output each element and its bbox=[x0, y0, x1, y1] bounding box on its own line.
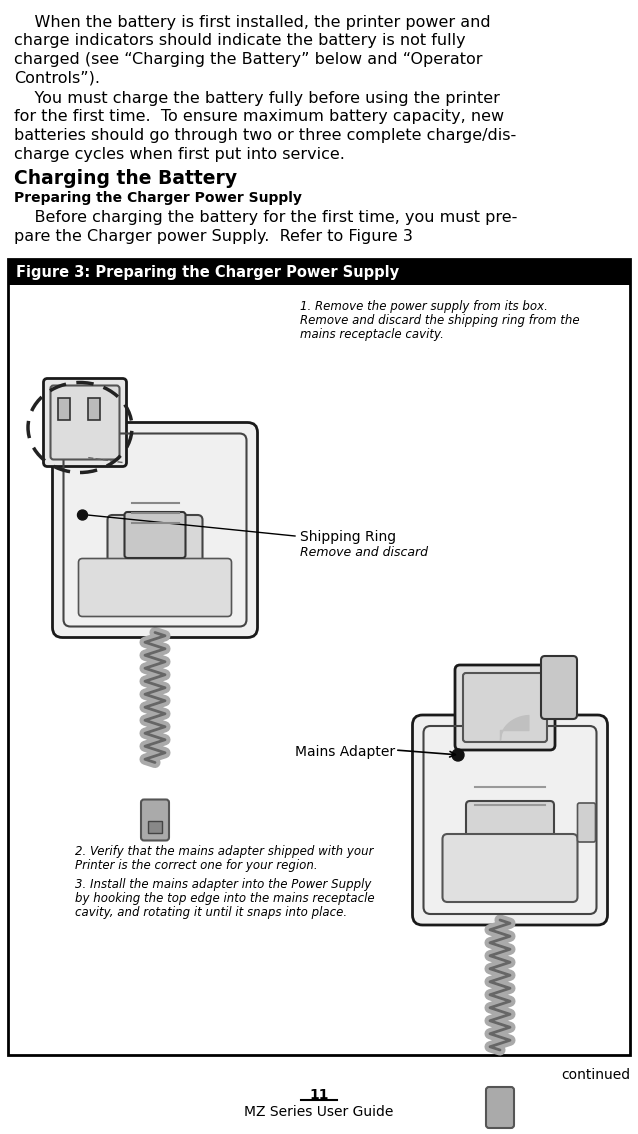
Text: When the battery is first installed, the printer power and: When the battery is first installed, the… bbox=[14, 15, 491, 29]
Text: Mains Adapter: Mains Adapter bbox=[295, 745, 395, 759]
FancyBboxPatch shape bbox=[50, 386, 119, 459]
FancyBboxPatch shape bbox=[463, 672, 547, 742]
Text: You must charge the battery fully before using the printer: You must charge the battery fully before… bbox=[14, 91, 500, 105]
Text: Preparing the Charger Power Supply: Preparing the Charger Power Supply bbox=[14, 191, 302, 205]
Text: Controls”).: Controls”). bbox=[14, 70, 100, 85]
Text: charge cycles when first put into service.: charge cycles when first put into servic… bbox=[14, 146, 345, 161]
Circle shape bbox=[77, 510, 87, 521]
Text: 3. Install the mains adapter into the Power Supply: 3. Install the mains adapter into the Po… bbox=[75, 878, 371, 891]
FancyBboxPatch shape bbox=[78, 559, 232, 617]
Text: Charging the Battery: Charging the Battery bbox=[14, 169, 237, 188]
FancyBboxPatch shape bbox=[43, 379, 126, 466]
Text: mains receptacle cavity.: mains receptacle cavity. bbox=[300, 328, 444, 341]
Circle shape bbox=[452, 748, 464, 761]
Text: charged (see “Charging the Battery” below and “Operator: charged (see “Charging the Battery” belo… bbox=[14, 52, 482, 67]
Text: by hooking the top edge into the mains receptacle: by hooking the top edge into the mains r… bbox=[75, 892, 375, 905]
FancyBboxPatch shape bbox=[124, 511, 186, 558]
Text: MZ Series User Guide: MZ Series User Guide bbox=[244, 1105, 394, 1119]
FancyBboxPatch shape bbox=[455, 665, 555, 750]
Text: 2. Verify that the mains adapter shipped with your: 2. Verify that the mains adapter shipped… bbox=[75, 845, 373, 858]
Text: Shipping Ring: Shipping Ring bbox=[300, 530, 396, 544]
FancyBboxPatch shape bbox=[141, 799, 169, 840]
Text: Printer is the correct one for your region.: Printer is the correct one for your regi… bbox=[75, 858, 318, 872]
FancyBboxPatch shape bbox=[107, 515, 202, 595]
Bar bbox=[148, 821, 162, 832]
Text: for the first time.  To ensure maximum battery capacity, new: for the first time. To ensure maximum ba… bbox=[14, 110, 504, 125]
FancyBboxPatch shape bbox=[541, 655, 577, 719]
Text: 1. Remove the power supply from its box.: 1. Remove the power supply from its box. bbox=[300, 301, 548, 313]
FancyBboxPatch shape bbox=[443, 833, 577, 902]
Text: Remove and discard: Remove and discard bbox=[300, 545, 428, 559]
FancyBboxPatch shape bbox=[52, 423, 258, 637]
Text: continued: continued bbox=[561, 1068, 630, 1082]
Bar bbox=[57, 398, 70, 420]
Text: Remove and discard the shipping ring from the: Remove and discard the shipping ring fro… bbox=[300, 314, 580, 327]
Bar bbox=[8, 259, 630, 1055]
Text: Before charging the battery for the first time, you must pre-: Before charging the battery for the firs… bbox=[14, 210, 517, 225]
Text: Figure 3: Preparing the Charger Power Supply: Figure 3: Preparing the Charger Power Su… bbox=[16, 265, 399, 280]
Text: charge indicators should indicate the battery is not fully: charge indicators should indicate the ba… bbox=[14, 34, 466, 49]
FancyBboxPatch shape bbox=[466, 801, 554, 869]
Text: cavity, and rotating it until it snaps into place.: cavity, and rotating it until it snaps i… bbox=[75, 906, 347, 919]
Text: pare the Charger power Supply.  Refer to Figure 3: pare the Charger power Supply. Refer to … bbox=[14, 228, 413, 244]
Text: 11: 11 bbox=[309, 1088, 329, 1102]
Text: batteries should go through two or three complete charge/dis-: batteries should go through two or three… bbox=[14, 128, 516, 143]
FancyBboxPatch shape bbox=[413, 716, 607, 925]
FancyBboxPatch shape bbox=[486, 1088, 514, 1128]
Bar bbox=[87, 398, 100, 420]
Bar bbox=[8, 259, 630, 285]
FancyBboxPatch shape bbox=[577, 803, 595, 843]
